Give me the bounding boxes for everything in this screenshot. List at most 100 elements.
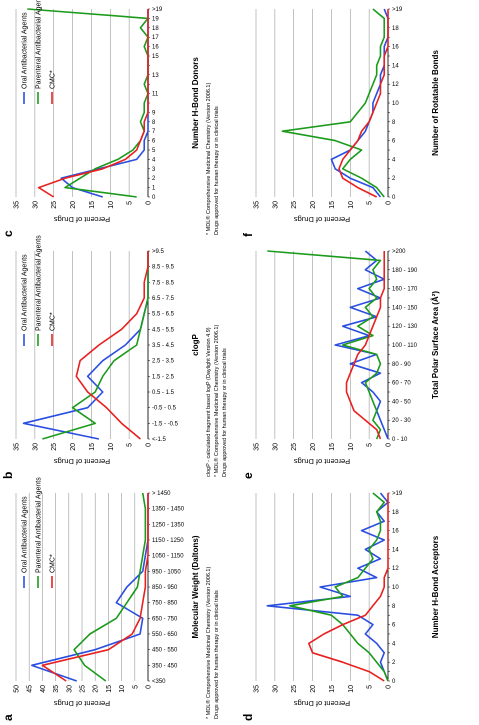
panel-letter: e (241, 472, 255, 479)
y-tick-label: 30 (272, 443, 279, 451)
y-tick-label: 10 (348, 443, 355, 451)
y-tick-label: 25 (51, 443, 58, 451)
y-tick-label: 20 (70, 443, 77, 451)
y-tick-label: 0 (386, 201, 393, 205)
x-tick-label: 20 - 30 (392, 418, 411, 424)
x-tick-label: 0 - 10 (392, 437, 408, 443)
y-tick-label: 20 (70, 201, 77, 209)
x-tick-label: > 1450 (152, 491, 171, 497)
series-line (307, 493, 389, 682)
x-tick-label: 17 (152, 35, 159, 41)
y-tick-label: 50 (14, 685, 21, 693)
x-axis-title: clogP (191, 333, 200, 355)
series-line (330, 8, 389, 198)
footnote: * MDL® Comprehensive Medicinal Chemistry… (213, 325, 220, 477)
footnote: Drugs approved for human therapy or in c… (214, 106, 220, 235)
footnote: Drugs approved for human therapy or in c… (214, 590, 220, 719)
x-tick-label: -1.5 - -0.5 (152, 421, 179, 427)
y-tick-label: 25 (291, 685, 298, 693)
y-tick-label: 15 (106, 685, 113, 693)
series-line (334, 250, 389, 440)
x-tick-label: 650 - 750 (152, 616, 178, 622)
y-tick-label: 0 (386, 685, 393, 689)
panel-letter: b (1, 472, 15, 479)
x-tick-label: 2 (152, 176, 156, 182)
x-tick-label: 10 (392, 585, 399, 591)
x-tick-label: 950 - 1050 (152, 569, 181, 575)
y-tick-label: 20 (310, 443, 317, 451)
x-tick-label: 1350 - 1450 (152, 507, 185, 513)
y-tick-label: 25 (291, 201, 298, 209)
y-axis-title: Percent of Drugs (54, 699, 111, 708)
y-tick-label: 15 (89, 443, 96, 451)
series-line (75, 251, 149, 440)
y-tick-label: 5 (367, 685, 374, 689)
x-tick-label: 7.5 - 8.5 (152, 280, 175, 286)
footnote: * MDL® Comprehensive Medicinal Chemistry… (205, 567, 212, 719)
x-tick-label: 16 (392, 45, 399, 51)
y-tick-label: 20 (93, 685, 100, 693)
x-tick-label: 12 (392, 82, 399, 88)
x-axis-title: Molecular Weight (Daltons) (191, 535, 200, 638)
y-tick-label: 0 (146, 201, 153, 205)
x-tick-label: >19 (392, 491, 403, 497)
series-line (41, 493, 149, 682)
x-axis-title: Total Polar Surface Area (Å²) (431, 291, 440, 399)
footnote: clogP - calculated fragment based logP (… (206, 327, 212, 477)
x-tick-label: 6 (392, 623, 396, 629)
x-tick-label: 13 (152, 73, 159, 79)
legend-label: Oral Antibacterial Agents (22, 254, 29, 331)
x-tick-label: >200 (392, 249, 406, 255)
x-tick-label: 2.5 - 3.5 (152, 359, 175, 365)
y-tick-label: 15 (89, 201, 96, 209)
panel-letter: d (241, 714, 255, 721)
y-axis-title: Percent of Drugs (294, 215, 351, 224)
y-tick-label: 25 (291, 443, 298, 451)
legend-label: Parenteral Antibacterial Agents (36, 0, 43, 89)
x-tick-label: 16 (152, 45, 159, 51)
y-tick-label: 5 (127, 443, 134, 447)
y-tick-label: 35 (14, 201, 21, 209)
x-tick-label: 9 (152, 110, 156, 116)
y-tick-label: 10 (108, 201, 115, 209)
series-line (338, 9, 389, 198)
y-tick-label: 5 (127, 201, 134, 205)
y-tick-label: 30 (66, 685, 73, 693)
footnote: * MDL® Comprehensive Medicinal Chemistry… (205, 83, 212, 235)
series-line (281, 8, 386, 198)
y-tick-label: 10 (119, 685, 126, 693)
series-line (37, 9, 149, 198)
legend-label: CMC* (50, 554, 57, 573)
series-line (31, 493, 149, 682)
x-tick-label: 750 - 850 (152, 601, 178, 607)
x-tick-label: 60 - 70 (392, 381, 411, 387)
footnote: Drugs approved for human therapy or in c… (222, 348, 228, 477)
x-tick-label: 4 (152, 157, 156, 163)
panel-letter: a (1, 714, 15, 721)
y-tick-label: 30 (272, 685, 279, 693)
x-tick-label: 80 - 90 (392, 362, 411, 368)
x-tick-label: 2 (392, 660, 396, 666)
series-line (266, 492, 389, 682)
x-tick-label: -0.5 - 0.5 (152, 406, 177, 412)
y-axis-title: Percent of Drugs (54, 215, 111, 224)
y-tick-label: 5 (132, 685, 139, 689)
y-tick-label: 45 (27, 685, 34, 693)
x-tick-label: 3 (152, 167, 156, 173)
x-tick-label: 160 - 170 (392, 287, 418, 293)
legend-label: Parenteral Antibacterial Agents (36, 477, 43, 573)
y-tick-label: 0 (146, 685, 153, 689)
y-tick-label: 30 (272, 201, 279, 209)
y-tick-label: 0 (146, 443, 153, 447)
legend-label: CMC* (50, 70, 57, 89)
y-tick-label: 35 (14, 443, 21, 451)
legend-label: Oral Antibacterial Agents (22, 496, 29, 573)
x-tick-label: 10 (392, 101, 399, 107)
y-tick-label: 5 (367, 443, 374, 447)
x-tick-label: 4 (392, 641, 396, 647)
x-tick-label: >19 (152, 7, 163, 13)
y-tick-label: 35 (254, 443, 261, 451)
x-tick-label: 8 (392, 604, 396, 610)
